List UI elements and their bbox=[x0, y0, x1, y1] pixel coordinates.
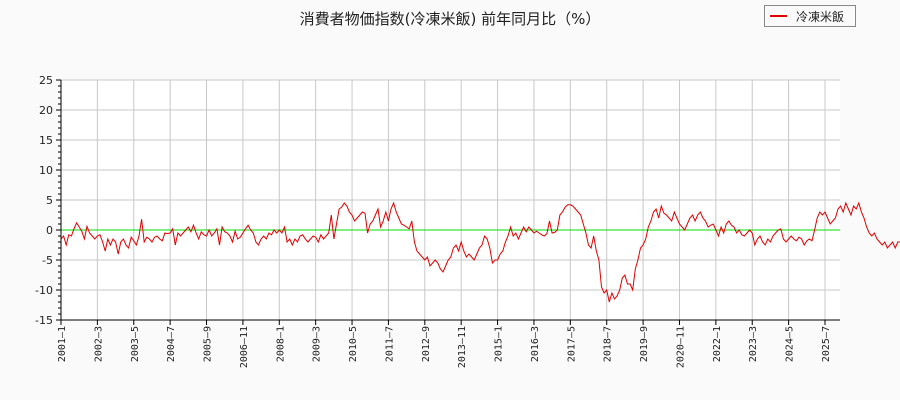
svg-text:-5: -5 bbox=[42, 254, 53, 267]
svg-text:-15: -15 bbox=[35, 314, 53, 327]
svg-text:2010–5: 2010–5 bbox=[348, 326, 359, 362]
svg-text:2013–11: 2013–11 bbox=[457, 326, 468, 368]
svg-text:15: 15 bbox=[39, 134, 53, 147]
gridlines bbox=[60, 79, 840, 321]
legend: 冷凍米飯 bbox=[764, 5, 856, 27]
svg-text:2025–7: 2025–7 bbox=[821, 326, 832, 362]
svg-text:0: 0 bbox=[46, 224, 53, 237]
svg-text:2001–1: 2001–1 bbox=[57, 326, 68, 362]
svg-text:2002–3: 2002–3 bbox=[93, 326, 104, 362]
axes bbox=[56, 79, 840, 325]
svg-text:2015–1: 2015–1 bbox=[494, 326, 505, 362]
svg-text:25: 25 bbox=[39, 74, 53, 87]
svg-text:2012–9: 2012–9 bbox=[421, 326, 432, 362]
svg-text:2022–1: 2022–1 bbox=[712, 326, 723, 362]
svg-text:2016–3: 2016–3 bbox=[530, 326, 541, 362]
svg-text:5: 5 bbox=[46, 194, 53, 207]
svg-text:2024–5: 2024–5 bbox=[785, 326, 796, 362]
y-axis-ticks: 25 20 15 10 5 0 -5 -10 -15 bbox=[35, 74, 53, 327]
svg-text:10: 10 bbox=[39, 164, 53, 177]
legend-label: 冷凍米飯 bbox=[796, 9, 845, 24]
chart-title: 消費者物価指数(冷凍米飯) 前年同月比（%） bbox=[299, 10, 601, 28]
svg-text:2023–3: 2023–3 bbox=[748, 326, 759, 362]
svg-text:-10: -10 bbox=[35, 284, 53, 297]
svg-text:20: 20 bbox=[39, 104, 53, 117]
svg-text:2011–7: 2011–7 bbox=[384, 326, 395, 362]
svg-text:2005–9: 2005–9 bbox=[203, 326, 214, 362]
svg-text:2018–7: 2018–7 bbox=[603, 326, 614, 362]
svg-text:2006–11: 2006–11 bbox=[239, 326, 250, 368]
svg-text:2003–5: 2003–5 bbox=[130, 326, 141, 362]
series-line-frozen-rice bbox=[60, 201, 900, 303]
svg-text:2019–9: 2019–9 bbox=[639, 326, 650, 362]
svg-text:2008–1: 2008–1 bbox=[275, 326, 286, 362]
legend-swatch-line-icon bbox=[770, 15, 787, 17]
svg-text:2020–11: 2020–11 bbox=[675, 326, 686, 368]
svg-text:2017–5: 2017–5 bbox=[566, 326, 577, 362]
svg-text:2009–3: 2009–3 bbox=[312, 326, 323, 362]
svg-text:2004–7: 2004–7 bbox=[166, 326, 177, 362]
x-axis-ticks: 2001–1 2002–3 2003–5 2004–7 2005–9 2006–11 200… bbox=[57, 326, 832, 368]
